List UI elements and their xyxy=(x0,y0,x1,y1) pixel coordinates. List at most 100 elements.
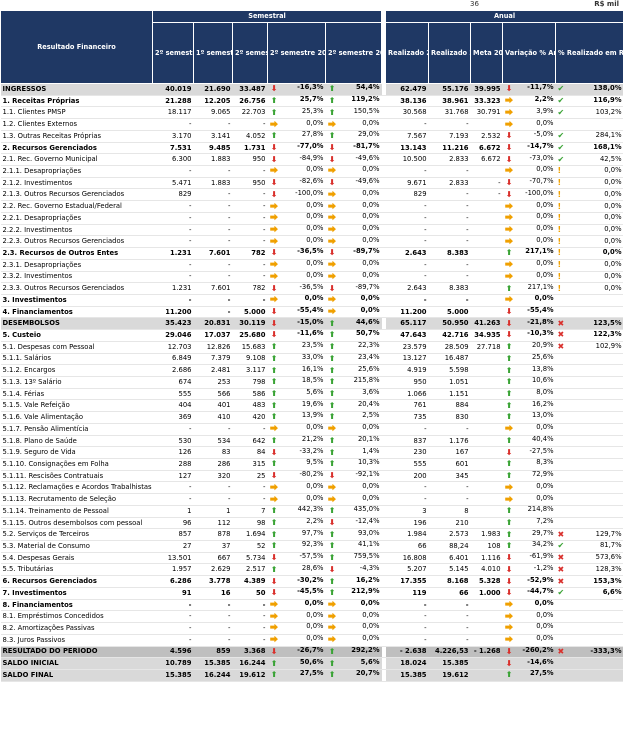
arrow-down-icon: ⬇ xyxy=(505,307,513,317)
variation-cell: ⬆ 217,1% xyxy=(502,247,556,260)
pct-meta-value: 573,6% xyxy=(595,553,622,562)
variation-cell: ⬆ 119,2% xyxy=(325,95,382,108)
variation-cell: ⮕ 0,0% xyxy=(325,259,382,272)
value-realizado-2016: 7.193 xyxy=(428,130,471,143)
variation-cell: ⬆ 10,6% xyxy=(502,376,556,389)
pct-meta-value: 122,3% xyxy=(593,330,622,339)
value-realizado-2016: - xyxy=(428,271,471,284)
variation-cell: ⬆ 435,0% xyxy=(325,505,382,518)
pct-meta-cell: ! 0,0% xyxy=(555,177,623,190)
table-row: 8.1. Empréstimos Concedidos - - - ⮕ 0,0% ⮕ 0,0%… xyxy=(0,610,623,624)
exclamation-icon: ! xyxy=(557,189,562,199)
row-label: 2.1.3. Outros Recursos Gerenciados xyxy=(0,188,153,202)
arrow-down-icon: ⬇ xyxy=(328,564,336,574)
column-gap xyxy=(381,235,386,249)
value-2s2016: - xyxy=(232,294,268,307)
cross-icon: ✖ xyxy=(557,564,565,574)
variation-value: 0,0% xyxy=(536,235,554,244)
row-label: 5.1.5. Vale Refeição xyxy=(0,399,153,413)
header-col-var-2s16-1s16: 2º semestre 2016 vs 1º semestre 2016 xyxy=(324,22,383,84)
arrow-up-icon: ⬆ xyxy=(328,658,336,668)
value-2s2016: 19.612 xyxy=(232,668,268,682)
variation-value: 13,9% xyxy=(301,411,324,420)
value-realizado-2015: 30.568 xyxy=(385,106,429,120)
value-realizado-2016: - xyxy=(428,212,471,225)
variation-value: -4,3% xyxy=(359,563,380,572)
arrow-up-icon: ⬆ xyxy=(505,248,513,258)
exclamation-icon: ! xyxy=(557,283,562,293)
row-label: 5.2. Serviços de Terceiros xyxy=(0,528,153,542)
row-label: 5.1.13. Recrutamento de Seleção xyxy=(0,493,153,506)
table-row: 5.1.5. Vale Refeição 404 401 483 ⬆ 19,6% ⬆ 20,4… xyxy=(0,399,623,413)
variation-cell: ⬆ 29,7% xyxy=(502,528,556,542)
arrow-up-icon: ⬆ xyxy=(505,529,513,539)
value-2s2016: 950 xyxy=(232,153,268,167)
value-2s2016: - xyxy=(232,634,268,647)
variation-cell: ⮕ 0,0% xyxy=(325,294,382,307)
variation-cell: ⮕ 0,0% xyxy=(267,200,326,213)
pct-meta-cell xyxy=(555,423,623,436)
value-meta-2016: 1.000 xyxy=(470,587,503,600)
arrow-right-icon: ⮕ xyxy=(505,166,514,176)
table-row: 5.1.15. Outros desembolsos com pessoal 96… xyxy=(0,517,623,530)
arrow-down-icon: ⬇ xyxy=(270,307,278,317)
value-2s2015: - xyxy=(152,259,194,272)
arrow-up-icon: ⬆ xyxy=(328,588,336,598)
value-1s2016: - xyxy=(193,599,233,612)
value-1s2016: 21.690 xyxy=(193,83,233,96)
value-1s2016: - xyxy=(193,481,233,495)
value-realizado-2015: - xyxy=(385,493,429,506)
variation-value: 0,0% xyxy=(306,259,324,268)
variation-value: 0,0% xyxy=(306,481,324,490)
variation-value: -27,5% xyxy=(529,446,554,455)
arrow-right-icon: ⮕ xyxy=(328,494,336,504)
table-row: 5.1.14. Treinamento de Pessoal 1 1 7 ⬆ 442,3%… xyxy=(0,505,623,518)
value-realizado-2015: 196 xyxy=(385,517,429,530)
value-2s2016: 4.052 xyxy=(232,130,268,143)
variation-value: 0,0% xyxy=(362,610,380,619)
variation-cell: ⬆ 150,5% xyxy=(325,106,382,120)
column-gap xyxy=(381,306,386,319)
arrow-down-icon: ⬇ xyxy=(328,248,336,258)
variation-value: 0,0% xyxy=(536,212,554,221)
variation-cell: ⬆ 97,7% xyxy=(267,528,326,542)
variation-cell: ⮕ 0,0% xyxy=(267,118,326,131)
value-realizado-2015: - xyxy=(385,610,429,624)
pct-meta-value: 102,9% xyxy=(595,342,622,351)
variation-cell: ⮕ 2,2% xyxy=(502,95,556,108)
value-realizado-2015: - xyxy=(385,224,429,237)
variation-cell: ⮕ 0,0% xyxy=(267,165,326,178)
row-label: 2.2.3. Outros Recursos Gerenciados xyxy=(0,235,153,249)
value-meta-2016 xyxy=(470,364,503,377)
variation-cell: ⮕ 3,9% xyxy=(502,106,556,120)
variation-value: 27,5% xyxy=(529,669,554,678)
value-2s2016: - xyxy=(232,622,268,635)
row-label: 1.3. Outras Receitas Próprias xyxy=(0,130,153,143)
pct-meta-cell: ! 0,0% xyxy=(555,247,623,260)
row-label: 2.3.2. Investimentos xyxy=(0,271,153,284)
arrow-up-icon: ⬆ xyxy=(505,471,513,481)
variation-cell: ⮕ 0,0% xyxy=(502,481,556,495)
value-2s2015: 29.046 xyxy=(152,329,194,342)
value-meta-2016: 2.532 xyxy=(470,130,503,143)
value-realizado-2016: - xyxy=(428,481,471,495)
variation-value: 25,6% xyxy=(357,364,380,373)
arrow-up-icon: ⬆ xyxy=(270,107,278,117)
variation-cell: ⬆ 19,6% xyxy=(267,399,326,413)
column-gap xyxy=(381,106,386,120)
value-realizado-2015: - xyxy=(385,259,429,272)
variation-value: -49,6% xyxy=(355,153,380,162)
value-2s2015: - xyxy=(152,200,194,213)
arrow-down-icon: ⬇ xyxy=(505,330,513,340)
value-realizado-2015: - xyxy=(385,423,429,436)
arrow-right-icon: ⮕ xyxy=(270,201,278,211)
value-realizado-2016: 884 xyxy=(428,399,471,413)
pct-meta-cell xyxy=(555,517,623,530)
variation-value: -89,7% xyxy=(353,247,380,256)
variation-value: -33,2% xyxy=(299,446,324,455)
table-row: 5.1.13. Recrutamento de Seleção - - - ⮕ 0,0% ⮕… xyxy=(0,493,623,506)
table-row: 7. Investimentos 91 16 50 ⬇ -45,5% ⬆ 212,9% 119 6… xyxy=(0,587,623,600)
row-label: 5.1.8. Plano de Saúde xyxy=(0,435,153,448)
value-1s2016: 401 xyxy=(193,399,233,413)
value-realizado-2015: 230 xyxy=(385,446,429,459)
